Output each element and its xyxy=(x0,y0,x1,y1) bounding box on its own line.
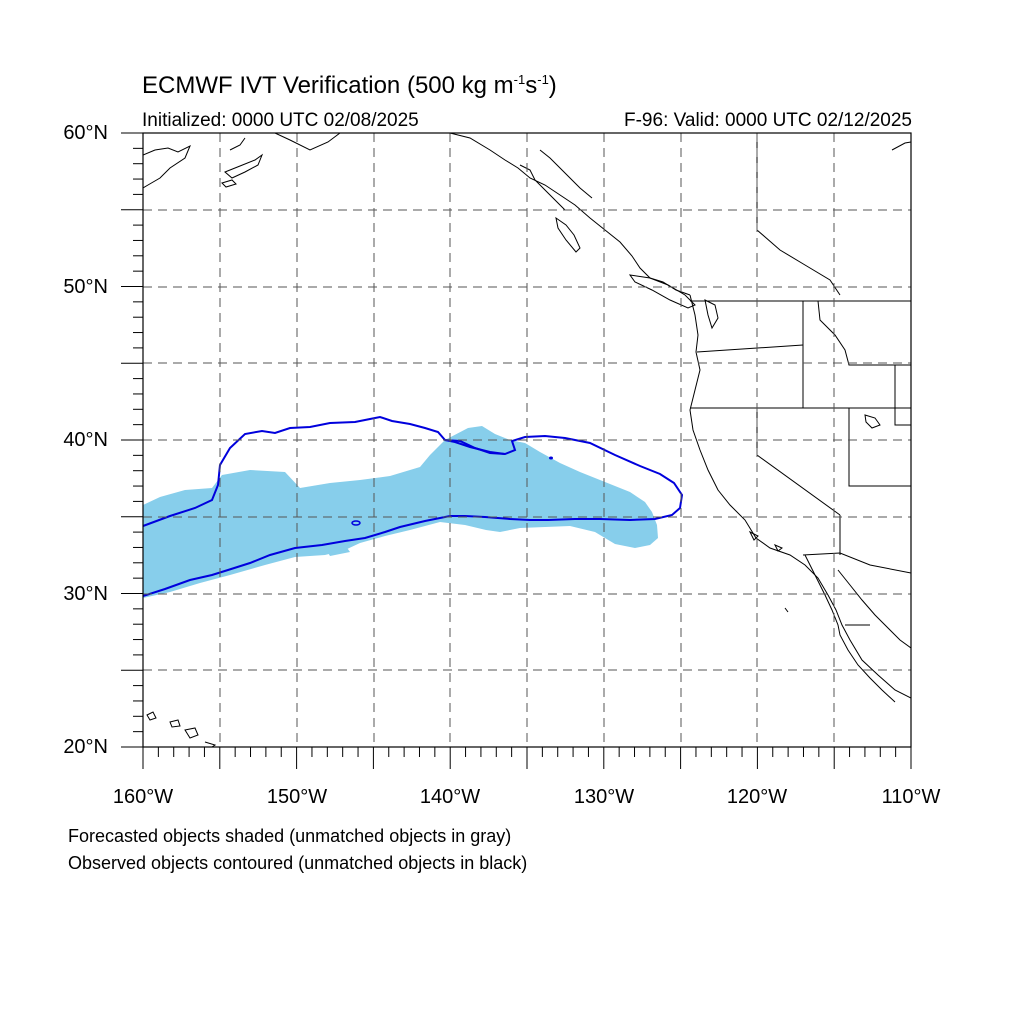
washington-coast xyxy=(689,294,911,699)
init-time-label: Initialized: 0000 UTC 02/08/2025 xyxy=(142,110,419,131)
alaska-coast xyxy=(143,144,191,189)
observed-ivt-contour-inner xyxy=(444,439,506,455)
lon-label: 140°W xyxy=(419,786,481,808)
lat-label: 20°N xyxy=(63,736,108,758)
lat-label: 30°N xyxy=(63,583,108,605)
forecast-note: Forecasted objects shaded (unmatched obj… xyxy=(68,826,512,846)
map-title: ECMWF IVT Verification (500 kg m-1s-1) xyxy=(142,72,557,99)
hawaii-island xyxy=(146,711,157,721)
lon-label: 160°W xyxy=(112,786,174,808)
lat-label: 50°N xyxy=(63,276,108,298)
us-mexico-border xyxy=(802,552,911,574)
bc-coast xyxy=(449,133,691,296)
political-boundaries xyxy=(690,133,911,626)
observed-ivt-contour xyxy=(143,415,684,597)
mexico-mainland-coast xyxy=(837,569,911,649)
vancouver-island xyxy=(628,274,696,309)
valid-time-label: F-96: Valid: 0000 UTC 02/12/2025 xyxy=(624,110,912,131)
baja-peninsula xyxy=(804,554,896,703)
observed-ivt-blob xyxy=(351,520,361,526)
lon-label: 120°W xyxy=(726,786,788,808)
forecast-ivt-fragment xyxy=(325,545,350,556)
grid xyxy=(143,133,911,747)
coastlines xyxy=(143,133,911,747)
lon-label: 130°W xyxy=(573,786,635,808)
lat-label: 60°N xyxy=(63,122,108,144)
lat-label: 40°N xyxy=(63,429,108,451)
observed-ivt-blob xyxy=(549,456,553,460)
axis-ticks xyxy=(121,132,912,769)
lon-label: 110°W xyxy=(881,786,941,808)
lon-label: 150°W xyxy=(266,786,328,808)
alaska-gulf-coast xyxy=(274,133,341,151)
observed-note: Observed objects contoured (unmatched ob… xyxy=(68,853,528,873)
